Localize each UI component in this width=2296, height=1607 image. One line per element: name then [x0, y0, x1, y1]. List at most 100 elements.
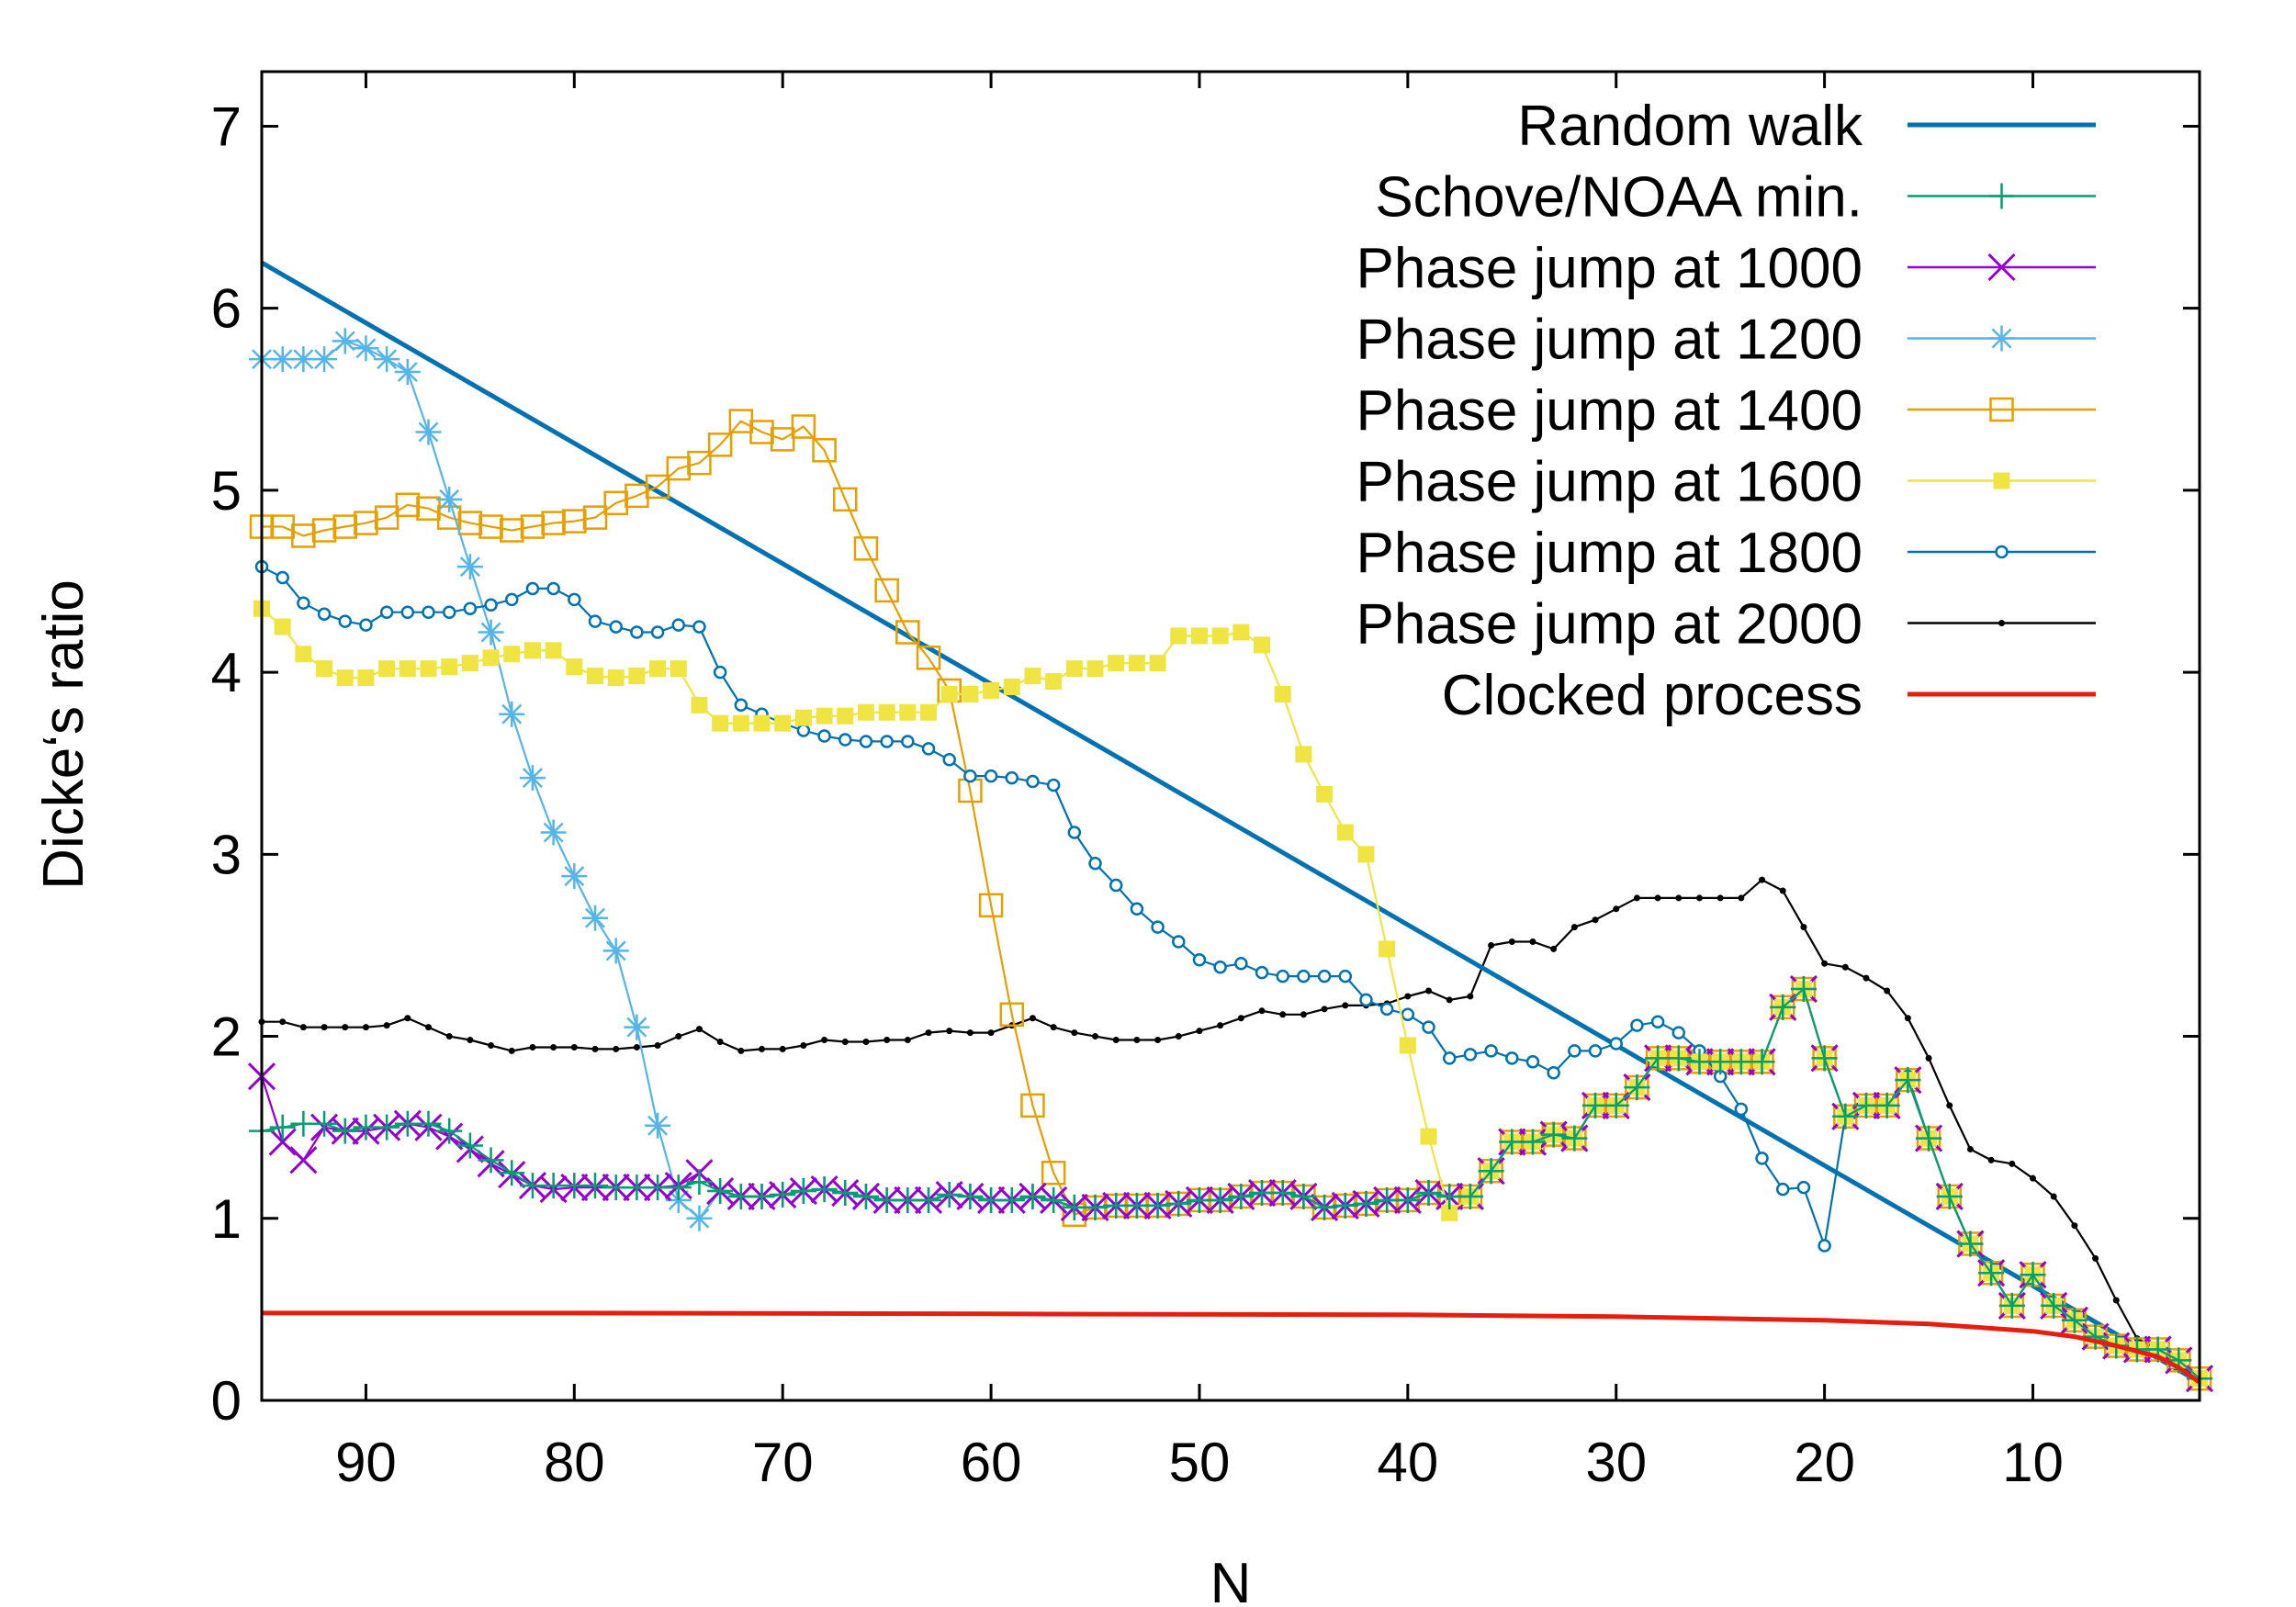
data-point: [400, 605, 415, 619]
data-point: [1630, 1018, 1644, 1032]
y-axis-label: Dicke‘s ratio: [32, 579, 96, 890]
data-point: [936, 1182, 962, 1208]
legend-item: Phase jump at 2000: [1356, 593, 2096, 657]
data-point: [316, 660, 333, 678]
data-point: [1519, 1129, 1546, 1155]
data-point: [650, 625, 665, 639]
data-point: [1505, 1051, 1519, 1065]
data-point: [274, 618, 291, 635]
data-point: [1196, 1028, 1203, 1035]
legend-swatch-marker: [1988, 325, 2015, 352]
data-point: [857, 703, 874, 721]
data-point: [269, 1114, 296, 1141]
data-point: [484, 598, 498, 612]
legend-swatch-marker: [1993, 472, 2010, 489]
data-point: [633, 1043, 640, 1051]
data-point: [691, 696, 708, 714]
series-phase-jump-at-1600: [253, 600, 2208, 1388]
data-point: [671, 618, 686, 632]
data-point: [1165, 1190, 1192, 1217]
data-point: [999, 1002, 1025, 1028]
data-point: [895, 620, 920, 645]
data-point: [1978, 1260, 2005, 1287]
data-point: [456, 1132, 483, 1159]
legend-swatch-marker: [1989, 397, 2014, 422]
data-point: [359, 618, 373, 632]
data-point: [1211, 627, 1229, 645]
data-point: [1401, 1007, 1415, 1022]
data-point: [716, 1039, 724, 1046]
data-point: [800, 1041, 807, 1049]
data-point: [946, 1028, 953, 1035]
data-point: [770, 1182, 796, 1208]
data-point: [520, 514, 546, 539]
data-point: [463, 601, 478, 615]
data-point: [1749, 1049, 1775, 1075]
data-point: [602, 938, 629, 964]
data-point: [499, 1160, 525, 1186]
data-point: [1936, 1183, 1963, 1209]
data-point: [587, 668, 604, 685]
data-point: [1128, 655, 1145, 672]
data-point: [1790, 976, 1817, 1003]
x-axis-label: N: [1210, 1552, 1252, 1607]
data-point: [987, 1029, 995, 1037]
legend-item: Phase jump at 1200: [1356, 309, 2096, 372]
data-point: [628, 668, 646, 685]
data-point: [899, 703, 917, 721]
data-point: [416, 496, 441, 521]
data-point: [862, 1039, 870, 1046]
data-point: [1092, 1033, 1099, 1040]
axis-ticks: [262, 72, 2200, 1402]
legend-swatch-marker: [1995, 545, 2009, 559]
data-point: [1404, 993, 1412, 1000]
data-point: [332, 514, 358, 539]
x-tick-label: 70: [752, 1432, 814, 1493]
data-point: [790, 1178, 816, 1205]
data-point: [1884, 987, 1891, 995]
data-point: [925, 1029, 932, 1037]
data-point: [645, 474, 670, 500]
data-point: [734, 698, 748, 713]
data-point: [311, 1110, 338, 1137]
data-point: [1290, 1183, 1317, 1209]
data-point: [962, 685, 979, 702]
data-point: [779, 1045, 786, 1052]
data-point: [1311, 1194, 1338, 1220]
data-point: [1895, 1067, 1921, 1094]
data-point: [1561, 1125, 1588, 1152]
data-point: [357, 669, 375, 687]
data-point: [645, 1112, 671, 1139]
data-point: [374, 1114, 400, 1141]
data-point: [1338, 969, 1353, 983]
data-point: [441, 658, 458, 676]
data-point: [998, 1186, 1025, 1213]
y-tick-label: 5: [211, 460, 242, 522]
data-point: [1149, 655, 1166, 672]
data-point: [2050, 1193, 2057, 1200]
data-point: [1759, 876, 1766, 883]
data-point: [568, 592, 581, 607]
data-point: [1020, 1093, 1045, 1118]
data-point: [1154, 1037, 1162, 1044]
data-point: [1019, 1183, 1046, 1209]
data-point: [853, 536, 879, 561]
data-point: [1525, 1055, 1540, 1069]
data-point: [362, 1024, 369, 1031]
data-point: [1467, 993, 1474, 1000]
data-point: [478, 619, 504, 646]
data-point: [550, 1043, 557, 1051]
data-point: [1966, 1145, 1974, 1152]
data-point: [816, 707, 833, 725]
data-point: [712, 714, 729, 732]
data-point: [1874, 1092, 1900, 1118]
data-point: [1415, 1180, 1442, 1207]
data-point: [649, 660, 667, 678]
data-point: [545, 642, 562, 659]
data-point: [1779, 887, 1786, 894]
data-point: [311, 518, 337, 543]
legend-swatch-marker: [1988, 183, 2015, 209]
data-point: [713, 665, 727, 680]
data-point: [478, 514, 503, 539]
data-point: [1547, 1065, 1560, 1080]
